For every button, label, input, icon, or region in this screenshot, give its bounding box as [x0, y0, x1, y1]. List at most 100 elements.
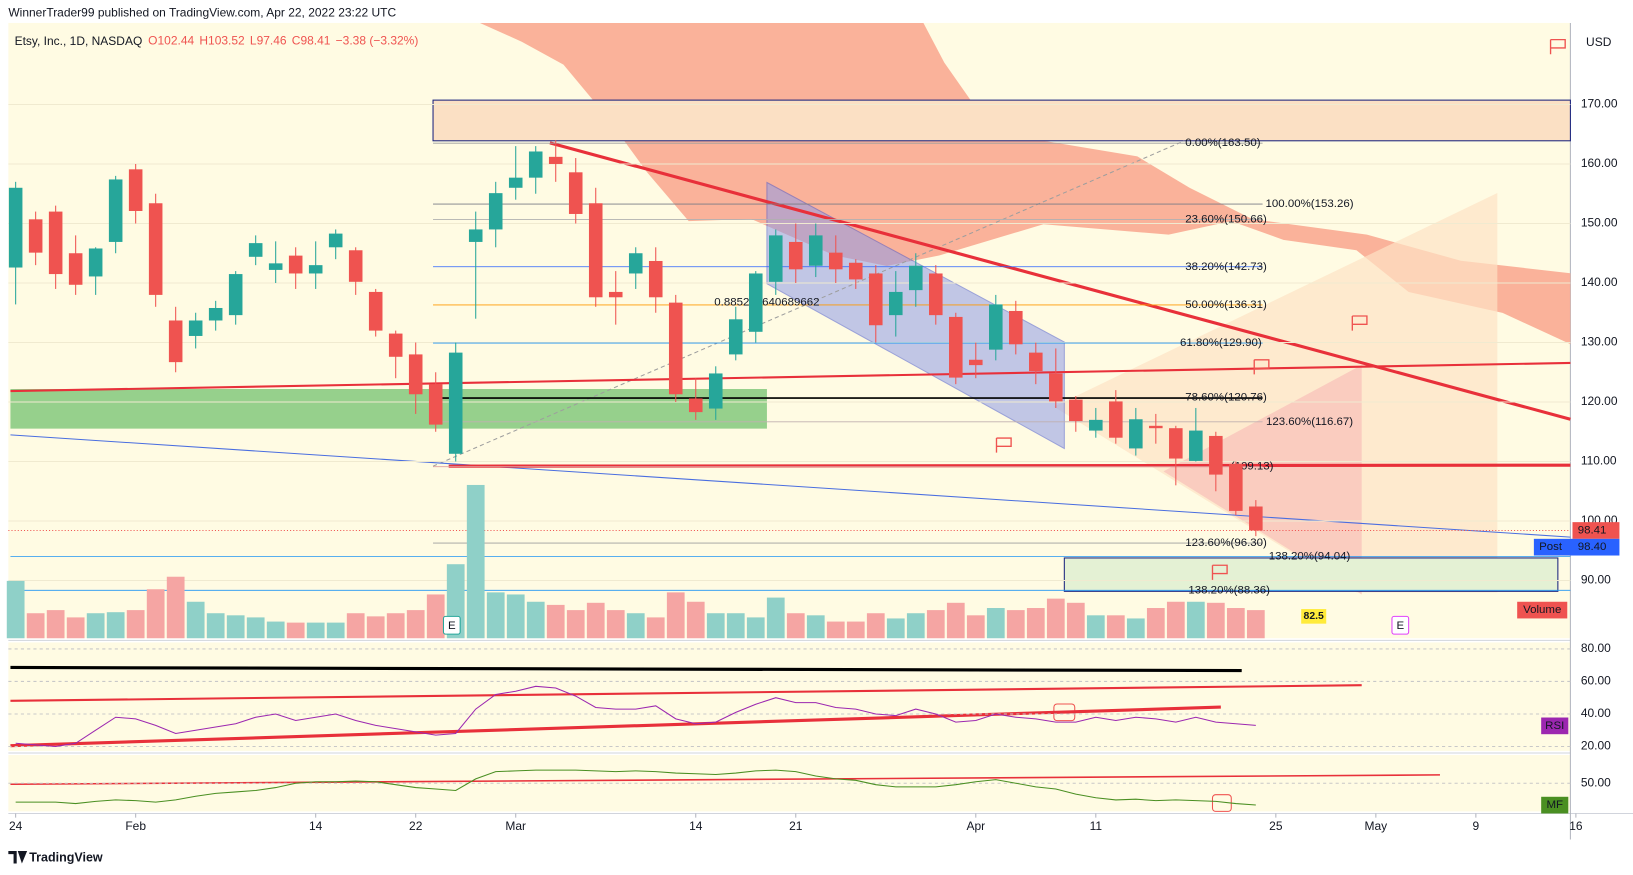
volume-bar — [466, 484, 485, 639]
x-tick-label: 14 — [309, 819, 323, 833]
volume-bar — [1006, 610, 1025, 639]
support-line — [448, 463, 1571, 468]
candle-body — [1109, 401, 1123, 438]
y-tick-label: 60.00 — [1581, 674, 1611, 688]
volume-bar — [386, 613, 405, 639]
trendline — [10, 434, 1571, 538]
volume-bar — [886, 618, 905, 639]
volume-bar — [106, 612, 125, 639]
fib-label: 100.00%(153.26) — [1266, 198, 1354, 210]
volume-bar — [286, 622, 305, 639]
volume-bar — [1246, 610, 1265, 639]
trendline — [10, 361, 1571, 393]
flags — [995, 38, 1566, 580]
price-tag: 98.40 — [1578, 541, 1607, 553]
candle-body — [188, 320, 203, 336]
badge: 82.5 — [1304, 611, 1324, 622]
y-tick-label: 170.00 — [1581, 97, 1618, 111]
volume-bar — [46, 610, 65, 639]
x-tick-label: May — [1365, 819, 1388, 833]
volume-bar — [126, 610, 145, 639]
candle-body — [488, 193, 503, 230]
indicator-line — [15, 685, 1256, 748]
volume-bar — [426, 594, 445, 639]
candle-body — [848, 262, 863, 280]
y-tick-label: 150.00 — [1581, 216, 1618, 230]
pane-tag: RSI — [1545, 720, 1564, 732]
volume-bar — [1186, 601, 1205, 639]
volume-bar — [1146, 608, 1165, 639]
candle-body — [708, 373, 723, 409]
volume-bar — [1166, 601, 1185, 639]
price-tag-bg — [1533, 538, 1620, 556]
candle-body — [648, 260, 663, 298]
volume-bar — [946, 602, 965, 639]
fib-label: 138.20%(94.04) — [1269, 551, 1351, 563]
volume-bar — [266, 621, 285, 639]
flag — [1549, 38, 1566, 55]
candle-body — [548, 156, 563, 164]
fib-label: 123.60%(116.67) — [1266, 416, 1353, 428]
footer-logo: TradingView — [29, 851, 103, 865]
legend-item: H103.52 — [199, 34, 245, 48]
projection-area — [1163, 365, 1362, 595]
candle-body — [428, 384, 443, 425]
pane-tag: MF — [1546, 799, 1563, 811]
candle-body — [368, 291, 383, 331]
volume-bar — [846, 621, 865, 639]
candle-body — [568, 172, 583, 214]
candle-body — [388, 333, 403, 357]
legend-item: C98.41 — [292, 34, 331, 48]
x-tick-label: 25 — [1269, 819, 1283, 833]
candle-body — [1069, 399, 1083, 422]
target-zone — [1063, 557, 1559, 592]
candle-body — [688, 398, 703, 413]
x-tick-label: 24 — [9, 819, 23, 833]
event-label: E — [448, 620, 456, 632]
x-tick-label: 22 — [409, 819, 423, 833]
volume-bar — [806, 615, 825, 639]
rsi-trendline — [10, 665, 1242, 673]
x-tick-label: 11 — [1090, 819, 1103, 833]
volume-bar — [346, 613, 365, 639]
fib-label: 23.60%(150.66) — [1185, 214, 1267, 226]
x-tick-label: 9 — [1473, 819, 1480, 833]
volume-bar — [826, 621, 845, 639]
volume-bar — [186, 601, 205, 639]
candle-body — [1189, 430, 1203, 461]
candle-body — [929, 273, 943, 316]
volume-bar — [906, 613, 925, 639]
volume-bar — [406, 610, 425, 639]
volume-bar — [1106, 615, 1125, 639]
candle-body — [1209, 435, 1223, 475]
price-tag: 98.41 — [1578, 525, 1607, 537]
y-tick-label: 80.00 — [1581, 641, 1611, 655]
volume-bar — [926, 610, 945, 639]
x-tick-label: Apr — [966, 819, 985, 833]
y-tick-label: 160.00 — [1581, 156, 1618, 170]
annotation: 0.885234640689662 — [714, 296, 819, 308]
trendline — [549, 141, 1571, 421]
volume-bar — [686, 601, 705, 639]
y-tick-label: 110.00 — [1581, 454, 1617, 468]
volume-bar — [786, 613, 805, 639]
rsi-trendline — [10, 684, 1362, 702]
volume-bar — [26, 613, 45, 639]
volume-bar — [506, 594, 525, 639]
candle-body — [248, 243, 263, 257]
candle-body — [348, 250, 363, 282]
projection-area — [1053, 192, 1498, 593]
demand-zone — [10, 389, 767, 429]
rsi-pane — [8, 642, 1571, 751]
volume-bar — [546, 604, 565, 639]
candle-body — [1229, 463, 1243, 511]
fib-label: (109.13) — [1231, 461, 1274, 473]
fib-trendline — [432, 140, 1185, 467]
candle-body — [909, 265, 923, 291]
y-tick-label: 40.00 — [1581, 706, 1611, 720]
candle-body — [808, 235, 823, 266]
volume-bar — [246, 617, 265, 639]
candle-body — [288, 255, 303, 274]
supply-zone — [432, 99, 1571, 142]
candle-body — [1149, 425, 1163, 429]
